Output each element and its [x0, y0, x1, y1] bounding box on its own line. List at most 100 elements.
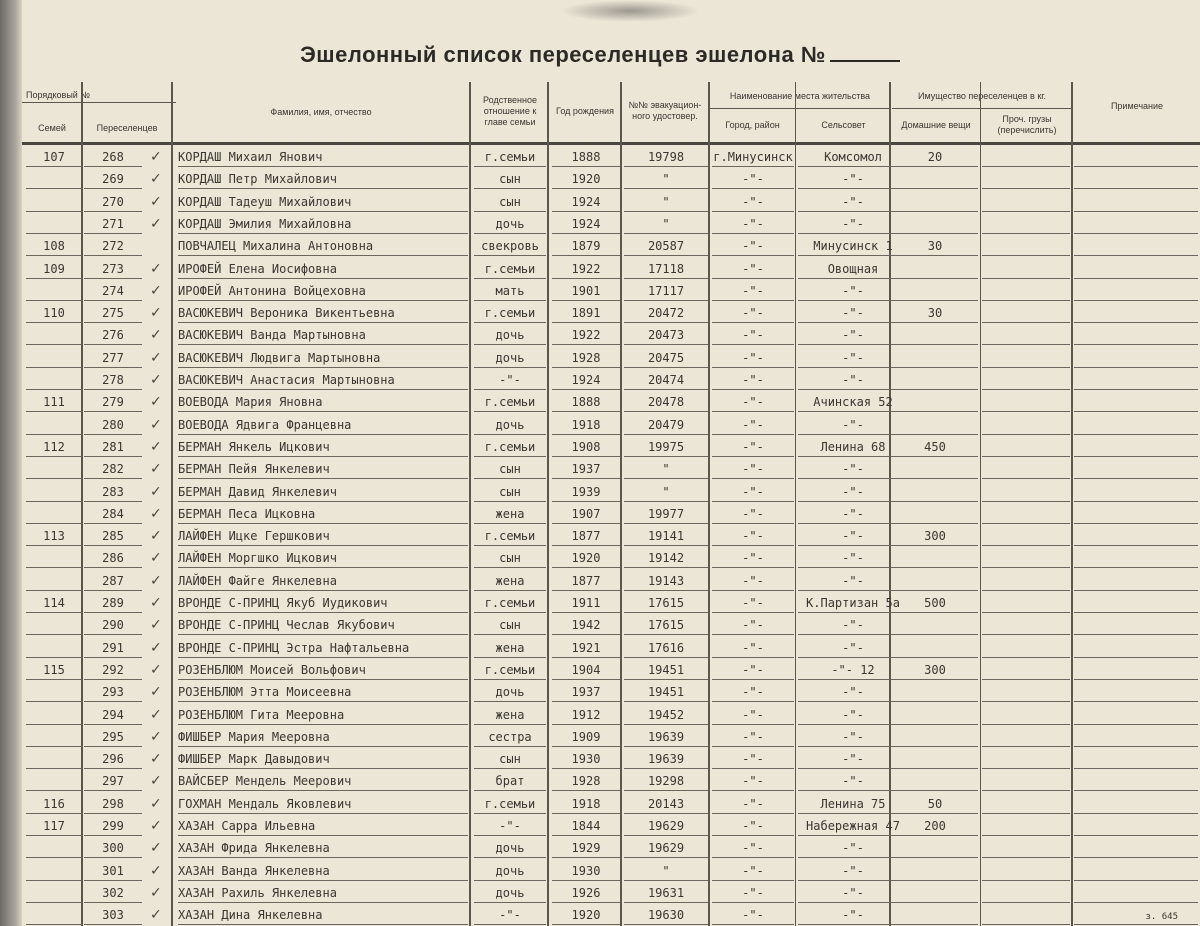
- header-other: Проч. грузы (перечислить): [997, 114, 1057, 135]
- empty-cell: [1074, 639, 1198, 658]
- city-district: -"-: [712, 661, 794, 680]
- birth-year: 1942: [552, 616, 620, 636]
- divider: [980, 82, 981, 926]
- family-number: 116: [26, 795, 82, 814]
- city-district: -"-: [712, 795, 794, 814]
- divider: [1071, 82, 1073, 926]
- empty-cell: [982, 371, 1070, 390]
- household-goods-kg: [892, 193, 978, 212]
- settler-number: 271: [84, 215, 142, 234]
- household-goods-kg: [892, 706, 978, 725]
- table-row: 286 ЛАЙФЕН Моргшко Ицкович сын 1920 19142 -"-…: [22, 547, 1200, 569]
- evac-certificate-number: 20143: [624, 795, 708, 814]
- checkmark-icon: ✓: [150, 305, 162, 322]
- checkmark-icon: ✓: [150, 572, 162, 589]
- empty-cell: [982, 750, 1070, 770]
- full-name: КОРДАШ Михаил Янович: [178, 148, 468, 167]
- echelon-number-blank: [829, 60, 900, 62]
- checkmark-icon: ✓: [150, 661, 162, 678]
- evac-certificate-number: 20472: [624, 304, 708, 324]
- table-row: 283 БЕРМАН Давид Янкелевич сын 1939 " -"- -"- ✓: [22, 481, 1200, 503]
- empty-cell: [982, 170, 1070, 190]
- empty-cell: [1074, 483, 1198, 502]
- table-row: 113 285 ЛАЙФЕН Ицке Гершкович г.семьи 1877 19…: [22, 525, 1200, 547]
- relation: г.семьи: [474, 148, 546, 167]
- empty-cell: [982, 483, 1070, 502]
- table-row: 110 275 ВАСЮКЕВИЧ Вероника Викентьевна г.се…: [22, 302, 1200, 324]
- birth-year: 1918: [552, 795, 620, 814]
- settler-number: 292: [84, 661, 142, 680]
- relation: г.семьи: [474, 260, 546, 279]
- relation: г.семьи: [474, 594, 546, 613]
- relation: г.семьи: [474, 527, 546, 547]
- selsovet: -"-: [798, 549, 908, 569]
- empty-cell: [1074, 349, 1198, 368]
- birth-year: 1920: [552, 170, 620, 190]
- evac-certificate-number: 19629: [624, 817, 708, 836]
- selsovet: -"-: [798, 683, 908, 703]
- family-number: 115: [26, 661, 82, 680]
- selsovet: -"-: [798, 616, 908, 636]
- household-goods-kg: 50: [892, 795, 978, 814]
- full-name: ВОЕВОДА Мария Яновна: [178, 393, 468, 413]
- full-name: БЕРМАН Песа Ицковна: [178, 505, 468, 524]
- selsovet: -"-: [798, 371, 908, 390]
- household-goods-kg: [892, 772, 978, 792]
- family-number: [26, 193, 82, 212]
- household-goods-kg: [892, 683, 978, 703]
- household-goods-kg: 200: [892, 817, 978, 836]
- birth-year: 1930: [552, 750, 620, 770]
- city-district: -"-: [712, 817, 794, 836]
- checkmark-icon: ✓: [150, 840, 162, 857]
- city-district: -"-: [712, 193, 794, 212]
- relation: дочь: [474, 862, 546, 881]
- family-number: [26, 884, 82, 903]
- evac-certificate-number: 19798: [624, 148, 708, 167]
- empty-cell: [1074, 683, 1198, 703]
- city-district: -"-: [712, 170, 794, 190]
- full-name: ВАСЮКЕВИЧ Ванда Мартыновна: [178, 326, 468, 346]
- household-goods-kg: 30: [892, 304, 978, 324]
- empty-cell: [982, 683, 1070, 703]
- selsovet: Овощная: [798, 260, 908, 279]
- evac-certificate-number: 19630: [624, 906, 708, 926]
- settler-number: 286: [84, 549, 142, 569]
- checkmark-icon: ✓: [150, 862, 162, 879]
- birth-year: 1877: [552, 572, 620, 591]
- divider: [708, 82, 710, 926]
- selsovet: -"-: [798, 884, 908, 903]
- household-goods-kg: [892, 349, 978, 368]
- evac-certificate-number: 19143: [624, 572, 708, 591]
- checkmark-icon: ✓: [150, 818, 162, 834]
- evac-certificate-number: 20475: [624, 349, 708, 368]
- table-row: 297 ВАЙСБЕР Мендель Меерович брат 1928 19298…: [22, 770, 1200, 792]
- settler-number: 290: [84, 616, 142, 636]
- relation: -"-: [474, 371, 546, 390]
- evac-certificate-number: 19631: [624, 884, 708, 903]
- checkmark-icon: ✓: [150, 149, 162, 165]
- settler-number: 291: [84, 639, 142, 658]
- evac-certificate-number: 20473: [624, 326, 708, 346]
- birth-year: 1921: [552, 639, 620, 658]
- family-number: [26, 215, 82, 234]
- checkmark-icon: ✓: [150, 684, 162, 701]
- relation: г.семьи: [474, 795, 546, 814]
- empty-cell: [982, 817, 1070, 836]
- empty-cell: [1074, 260, 1198, 279]
- empty-cell: [1074, 661, 1198, 680]
- full-name: ЛАЙФЕН Файге Янкелевна: [178, 572, 468, 591]
- checkmark-icon: ✓: [150, 907, 162, 924]
- city-district: -"-: [712, 438, 794, 457]
- relation: дочь: [474, 683, 546, 703]
- page-title: Эшелонный список переселенцев эшелона №: [0, 42, 1200, 68]
- empty-cell: [982, 772, 1070, 792]
- settler-number: 284: [84, 505, 142, 524]
- family-number: 107: [26, 148, 82, 167]
- evac-certificate-number: 20478: [624, 393, 708, 413]
- household-goods-kg: 20: [892, 148, 978, 167]
- checkmark-icon: ✓: [150, 505, 162, 522]
- empty-cell: [1074, 527, 1198, 547]
- relation: -"-: [474, 817, 546, 836]
- settler-number: 301: [84, 862, 142, 881]
- city-district: -"-: [712, 706, 794, 725]
